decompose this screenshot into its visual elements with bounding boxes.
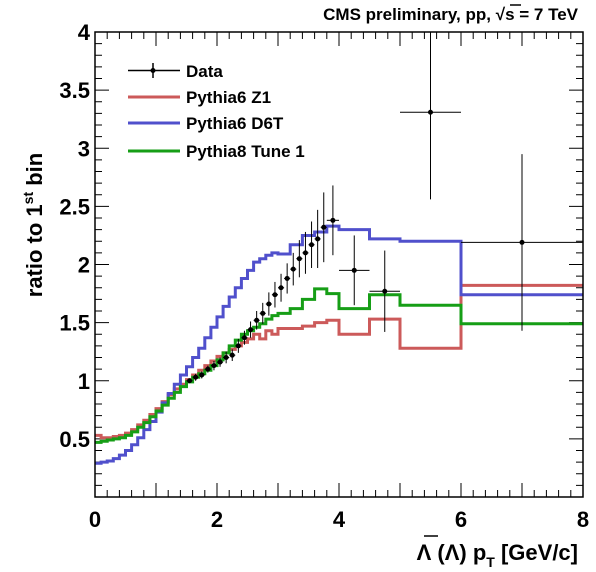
data-point — [247, 321, 254, 338]
data-point — [290, 252, 297, 286]
legend-item-p8: Pythia8 Tune 1 — [128, 142, 305, 161]
data-point — [314, 209, 321, 268]
data-marker — [217, 359, 223, 365]
y-tick-label: 1 — [78, 369, 90, 394]
legend-item-data: Data — [128, 62, 223, 81]
data-marker — [266, 301, 272, 307]
data-marker — [302, 250, 308, 256]
data-marker — [211, 363, 217, 369]
data-marker — [284, 275, 290, 281]
data-point — [204, 365, 211, 373]
data-marker — [315, 236, 321, 242]
chart-header: CMS preliminary, pp, √s = 7 TeV — [323, 5, 578, 24]
sqrt-symbol: √ — [496, 5, 506, 24]
data-point — [339, 235, 370, 306]
data-point — [369, 250, 400, 332]
legend-label-p8: Pythia8 Tune 1 — [186, 142, 305, 161]
axis-ticks — [94, 31, 584, 498]
data-point — [192, 373, 199, 381]
data-marker — [309, 242, 315, 248]
data-marker — [223, 355, 229, 360]
data-point — [229, 349, 236, 361]
data-point — [278, 273, 285, 302]
x-tick-label: 2 — [211, 507, 223, 532]
x-axis-title: Λ (Λ) pT [GeV/c] — [417, 540, 578, 570]
data-marker — [330, 217, 336, 223]
tick-labels: 0 2 4 6 8 0.5 1 1.5 2 2.5 3 3.5 4 — [59, 20, 589, 532]
x-tick-label: 4 — [333, 507, 346, 532]
series-pythia8-tune-1 — [95, 287, 583, 444]
header-energy: s = 7 TeV — [505, 5, 579, 24]
data-marker — [290, 266, 296, 272]
legend-label-z1: Pythia6 Z1 — [186, 88, 271, 107]
data-points-layer — [186, 32, 583, 384]
data-point — [302, 231, 309, 274]
data-point — [198, 371, 205, 379]
data-point — [284, 263, 291, 294]
data-marker — [241, 335, 247, 341]
y-tick-label: 1.5 — [59, 311, 90, 336]
data-point — [241, 330, 248, 345]
data-point — [265, 292, 272, 316]
y-tick-label: 2.5 — [59, 194, 90, 219]
data-point — [326, 185, 339, 256]
data-marker — [296, 256, 302, 262]
data-point — [400, 32, 461, 200]
data-marker — [254, 317, 260, 323]
data-marker — [199, 372, 205, 378]
series-layer — [95, 224, 583, 465]
x-axis-title-bar-lambda: Λ — [445, 540, 460, 565]
data-point — [253, 311, 260, 330]
data-marker — [248, 327, 254, 333]
legend-item-z1: Pythia6 Z1 — [128, 88, 271, 107]
legend-item-d6t: Pythia6 D6T — [128, 114, 284, 133]
x-tick-label: 0 — [89, 507, 101, 532]
data-point — [235, 338, 242, 353]
legend: Data Pythia6 Z1 Pythia6 D6T Pythia8 Tune… — [128, 62, 305, 161]
data-point — [271, 281, 278, 308]
y-axis-title: ratio to 1st bin — [20, 153, 47, 297]
data-marker — [193, 374, 199, 380]
data-marker — [187, 378, 193, 384]
y-tick-label: 3 — [78, 136, 90, 161]
data-marker — [382, 288, 388, 294]
data-marker — [519, 239, 525, 245]
y-tick-label: 3.5 — [59, 78, 90, 103]
data-point — [461, 154, 583, 331]
y-tick-label: 2 — [78, 253, 90, 278]
data-point — [223, 351, 230, 364]
header-prefix: CMS preliminary, pp, — [323, 5, 496, 24]
data-marker — [260, 310, 266, 316]
legend-data-marker — [150, 68, 156, 73]
data-marker — [278, 285, 284, 291]
data-marker — [205, 366, 211, 372]
data-marker — [272, 292, 278, 298]
plot-frame — [94, 31, 584, 498]
data-marker — [321, 224, 327, 230]
data-point — [210, 360, 217, 371]
series-pythia6-d6t — [95, 224, 583, 465]
legend-label-data: Data — [186, 62, 223, 81]
data-point — [296, 240, 303, 278]
data-point — [320, 192, 327, 263]
data-point — [259, 302, 266, 324]
y-tick-label: 4 — [78, 20, 91, 45]
data-marker — [229, 352, 235, 358]
data-point — [217, 357, 224, 367]
data-marker — [351, 267, 357, 273]
data-point — [186, 378, 193, 384]
data-marker — [235, 343, 241, 349]
x-tick-label: 8 — [577, 507, 589, 532]
data-marker — [428, 109, 433, 115]
legend-label-d6t: Pythia6 D6T — [186, 114, 284, 133]
y-tick-label: 0.5 — [59, 427, 90, 452]
x-tick-label: 6 — [455, 507, 467, 532]
data-point — [308, 221, 315, 268]
